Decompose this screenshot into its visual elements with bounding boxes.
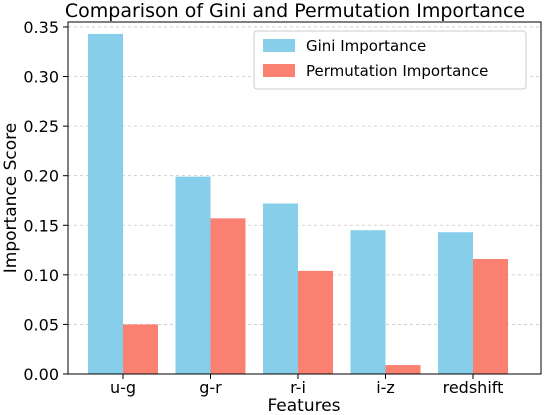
legend-label-gini: Gini Importance (306, 37, 426, 55)
chart-title: Comparison of Gini and Permutation Impor… (65, 0, 525, 22)
y-tick-label: 0.35 (23, 18, 59, 37)
x-tick-label: u-g (110, 378, 136, 397)
bar-gini-u-g (88, 33, 123, 374)
plot-frame (67, 21, 542, 375)
bar-permutation-r-i (298, 270, 333, 374)
x-axis: u-g g-r r-i i-z redshift (110, 374, 503, 397)
bar-gini-i-z (350, 230, 386, 374)
legend-box (253, 30, 527, 90)
bar-gini-r-i (263, 203, 298, 374)
y-tick-label: 0.30 (23, 68, 59, 87)
bar-gini-g-r (175, 176, 211, 374)
bars (88, 33, 508, 374)
y-tick-label: 0.25 (23, 117, 59, 136)
x-tick-label: i-z (376, 378, 395, 397)
y-tick-label: 0.15 (23, 216, 59, 235)
y-tick-label: 0.00 (23, 365, 59, 384)
legend-label-permutation: Permutation Importance (306, 62, 488, 80)
x-tick-label: redshift (443, 378, 504, 397)
bar-gini-redshift (438, 232, 473, 374)
y-tick-label: 0.05 (23, 315, 59, 334)
y-tick-label: 0.20 (23, 167, 59, 186)
y-axis: 0.00 0.05 0.10 0.15 0.20 0.25 0.30 0.35 (23, 18, 68, 384)
y-axis-label: Importance Score (1, 123, 21, 273)
legend-swatch-gini (263, 39, 295, 52)
bar-permutation-i-z (385, 365, 421, 374)
x-tick-label: r-i (290, 378, 306, 397)
bar-permutation-redshift (473, 258, 508, 374)
legend: Gini Importance Permutation Importance (253, 30, 527, 90)
bar-permutation-g-r (210, 218, 246, 374)
legend-swatch-permutation (263, 64, 295, 77)
x-tick-label: g-r (199, 378, 222, 397)
y-tick-label: 0.10 (23, 266, 59, 285)
bar-permutation-u-g (123, 324, 158, 374)
x-axis-label: Features (267, 396, 340, 415)
